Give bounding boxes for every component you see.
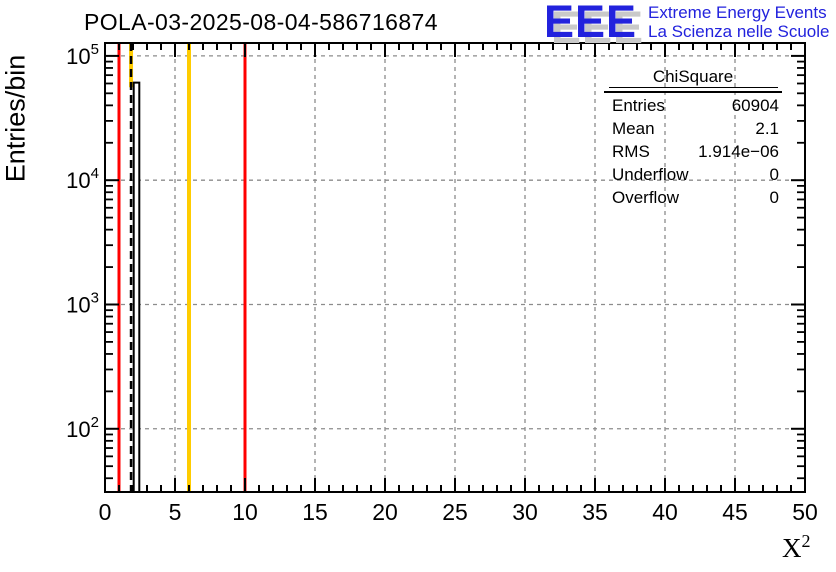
y-tick-label: 102 xyxy=(66,414,99,442)
x-tick-label: 10 xyxy=(232,499,258,525)
stats-label: RMS xyxy=(612,141,650,161)
x-tick-label: 15 xyxy=(302,499,328,525)
x-axis-title-exponent: 2 xyxy=(801,531,811,551)
y-tick-label: 105 xyxy=(66,41,99,69)
stats-row-mean: Mean 2.1 xyxy=(604,117,782,140)
stats-value: 1.914e−06 xyxy=(698,141,779,161)
stats-box: ChiSquare Entries 60904 Mean 2.1 RMS 1.9… xyxy=(604,66,782,209)
y-tick-label: 103 xyxy=(66,289,99,317)
x-tick-label: 0 xyxy=(99,499,112,525)
stats-title-underline xyxy=(609,87,778,88)
y-axis-title: Entries/bin xyxy=(0,54,31,183)
x-tick-label: 25 xyxy=(442,499,468,525)
stats-label: Mean xyxy=(612,118,655,138)
stats-label: Overflow xyxy=(612,187,680,207)
stats-label: Entries xyxy=(612,95,665,115)
eee-logo-caption: Extreme Energy Events La Scienza nelle S… xyxy=(648,3,829,41)
stats-value: 0 xyxy=(769,164,779,184)
plot-title: POLA-03-2025-08-04-586716874 xyxy=(84,9,438,35)
x-tick-label: 40 xyxy=(652,499,678,525)
eee-logo-line1: Extreme Energy Events xyxy=(648,3,827,22)
stats-row-rms: RMS 1.914e−06 xyxy=(604,140,782,163)
stats-box-title: ChiSquare xyxy=(652,67,734,86)
stats-value: 60904 xyxy=(731,95,779,115)
x-tick-label: 50 xyxy=(792,499,818,525)
eee-logo-line2: La Scienza nelle Scuole xyxy=(648,22,830,41)
x-tick-label: 5 xyxy=(169,499,182,525)
stats-value: 2.1 xyxy=(755,118,779,138)
x-tick-label: 30 xyxy=(512,499,538,525)
x-axis-title-base: X xyxy=(782,533,802,563)
stats-value: 0 xyxy=(769,187,779,207)
eee-logo: EEE xyxy=(544,0,637,44)
y-tick-label: 104 xyxy=(66,165,99,193)
x-tick-label: 20 xyxy=(372,499,398,525)
stats-label: Underflow xyxy=(612,164,689,184)
stats-separator-line xyxy=(604,91,782,93)
eee-logo-acronym: EEE xyxy=(544,0,638,47)
x-tick-label: 35 xyxy=(582,499,608,525)
stats-row-entries: Entries 60904 xyxy=(604,94,782,117)
x-tick-label: 45 xyxy=(722,499,748,525)
stats-row-overflow: Overflow 0 xyxy=(604,186,782,209)
x-axis-title: X2 xyxy=(782,531,811,564)
histogram-bar xyxy=(132,81,141,492)
stats-row-underflow: Underflow 0 xyxy=(604,163,782,186)
